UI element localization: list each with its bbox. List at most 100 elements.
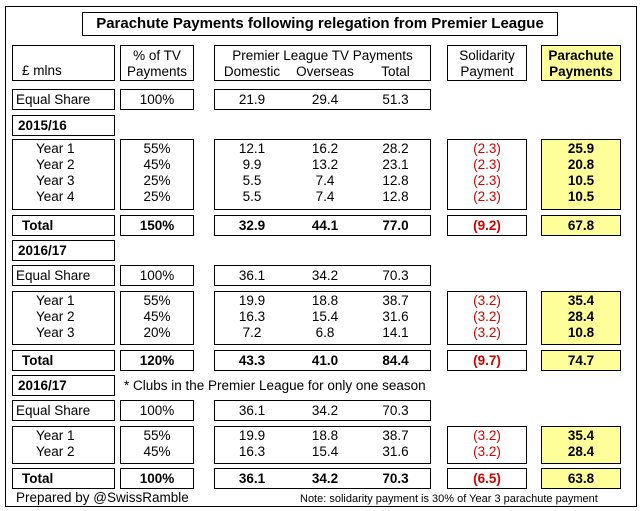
s2-row-total: 38.7 — [382, 293, 409, 308]
s2-equal-pct-box — [120, 265, 194, 286]
equal-share-overseas: 29.4 — [311, 92, 339, 107]
footer-note: Note: solidarity payment is 30% of Year … — [300, 493, 598, 505]
s2-row-parachute: 10.8 — [567, 325, 595, 340]
s1-row-total: 12.8 — [382, 189, 409, 204]
s1-total-parachute-box — [541, 215, 621, 236]
s3-pl-box — [214, 426, 431, 464]
s3-row-label: Year 2 — [36, 444, 75, 459]
s2-row-overseas: 15.4 — [311, 309, 339, 324]
s3-row-solidarity: (3.2) — [473, 428, 501, 443]
s2-label: 2016/17 — [18, 243, 67, 258]
s1-row-solidarity: (2.3) — [473, 189, 501, 204]
s1-row-label: Year 1 — [36, 141, 75, 156]
s3-equal-pl-box — [214, 400, 431, 421]
s1-row-domestic: 9.9 — [242, 157, 262, 172]
s2-row-label: Year 2 — [36, 309, 75, 324]
s3-row-parachute: 28.4 — [567, 444, 595, 459]
header-pct-box — [120, 45, 194, 81]
s3-total-label-box — [12, 468, 115, 489]
s3-note: * Clubs in the Premier League for only o… — [124, 378, 426, 393]
s1-row-overseas: 7.4 — [315, 189, 335, 204]
header-pl-tv: Premier League TV Payments — [232, 48, 413, 63]
header-solidarity-box — [447, 45, 527, 81]
s1-row-overseas: 16.2 — [311, 141, 339, 156]
s3-total-parachute: 63.8 — [567, 471, 595, 486]
s2-total-label-box — [12, 350, 115, 371]
s3-total-label: Total — [22, 471, 54, 486]
s2-total-solidarity: (9.7) — [473, 353, 501, 368]
s3-total-parachute-box — [541, 468, 621, 489]
s1-row-solidarity: (2.3) — [473, 141, 501, 156]
header-parachute-line2: Payments — [549, 64, 613, 79]
s1-total-pl-box — [214, 215, 431, 236]
s1-total-parachute: 67.8 — [567, 218, 595, 233]
s1-row-parachute: 10.5 — [567, 173, 595, 188]
header-solidarity-line2: Payment — [460, 64, 514, 79]
s1-total-total: 77.0 — [382, 218, 409, 233]
s2-total-solidarity-box — [447, 350, 527, 371]
s2-total-parachute: 74.7 — [567, 353, 595, 368]
s2-row-solidarity: (3.2) — [473, 293, 501, 308]
s1-row-parachute: 10.5 — [567, 189, 595, 204]
s2-row-label: Year 3 — [36, 325, 75, 340]
s3-equal-pct-box — [120, 400, 194, 421]
s3-total-pl-box — [214, 468, 431, 489]
s1-row-parachute: 20.8 — [567, 157, 595, 172]
s3-row-pct: 55% — [143, 428, 171, 443]
s3-total-total: 70.3 — [382, 471, 409, 486]
s1-total-domestic: 32.9 — [238, 218, 266, 233]
header-pct-line1: % of TV — [133, 48, 181, 63]
header-unit-box — [12, 45, 115, 81]
s1-pl-box — [214, 139, 431, 210]
s2-row-overseas: 18.8 — [311, 293, 339, 308]
s2-total-pl-box — [214, 350, 431, 371]
equal-share-label: Equal Share — [16, 92, 91, 107]
s2-equal-label: Equal Share — [16, 268, 91, 283]
s2-total-parachute-box — [541, 350, 621, 371]
s2-total-pct: 120% — [139, 353, 175, 368]
s1-parachute-box — [541, 139, 621, 210]
equal-share-pct-box — [120, 89, 194, 110]
s2-total-label: Total — [22, 353, 54, 368]
s2-pct-box — [120, 291, 194, 345]
s3-total-pct-box — [120, 468, 194, 489]
s3-total-domestic: 36.1 — [238, 471, 266, 486]
s1-row-total: 28.2 — [382, 141, 409, 156]
s2-row-parachute: 35.4 — [567, 293, 595, 308]
s2-equal-total: 70.3 — [382, 268, 409, 283]
s2-row-solidarity: (3.2) — [473, 325, 501, 340]
s2-row-pct: 55% — [143, 293, 171, 308]
s3-equal-label: Equal Share — [16, 403, 91, 418]
s3-equal-overseas: 34.2 — [311, 403, 339, 418]
s3-row-domestic: 19.9 — [238, 428, 266, 443]
s3-parachute-box — [541, 426, 621, 464]
s2-parachute-box — [541, 291, 621, 345]
s1-labels-box — [12, 139, 115, 210]
s1-row-pct: 55% — [143, 141, 171, 156]
s1-row-domestic: 12.1 — [238, 141, 266, 156]
header-pl-box — [214, 45, 431, 81]
equal-share-domestic: 21.9 — [238, 92, 266, 107]
table-frame — [5, 6, 637, 507]
s3-row-overseas: 15.4 — [311, 444, 339, 459]
equal-share-pl-box — [214, 89, 431, 110]
s1-row-parachute: 25.9 — [567, 141, 595, 156]
s3-row-overseas: 18.8 — [311, 428, 339, 443]
s1-total-label-box — [12, 215, 115, 236]
s1-row-overseas: 13.2 — [311, 157, 339, 172]
s2-label-box — [12, 240, 115, 261]
equal-share-pct: 100% — [139, 92, 175, 107]
s2-pl-box — [214, 291, 431, 345]
s2-row-total: 14.1 — [382, 325, 409, 340]
s1-total-solidarity: (9.2) — [473, 218, 501, 233]
s1-label: 2015/16 — [18, 118, 67, 133]
s1-row-label: Year 4 — [36, 189, 75, 204]
s1-row-pct: 45% — [143, 157, 171, 172]
s2-solidarity-box — [447, 291, 527, 345]
s3-equal-domestic: 36.1 — [238, 403, 266, 418]
s2-total-domestic: 43.3 — [238, 353, 266, 368]
s1-total-pct: 150% — [139, 218, 175, 233]
s2-total-pct-box — [120, 350, 194, 371]
s2-labels-box — [12, 291, 115, 345]
s2-equal-pct: 100% — [139, 268, 175, 283]
